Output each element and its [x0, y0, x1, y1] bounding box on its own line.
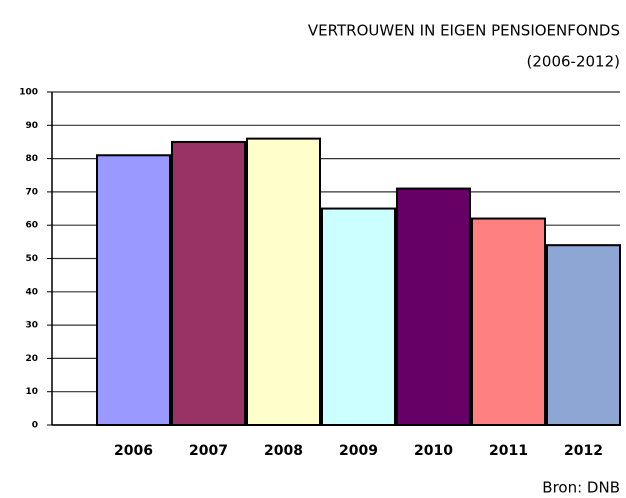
- y-tick-label: 20: [25, 354, 38, 364]
- y-tick-label: 10: [25, 387, 38, 397]
- y-tick-label: 30: [25, 321, 38, 331]
- bar: [171, 140, 246, 426]
- y-tick-label: 90: [25, 121, 38, 131]
- y-tick-label: 0: [32, 421, 38, 431]
- x-tick-label: 2011: [489, 443, 528, 459]
- x-tick-label: 2010: [414, 443, 453, 459]
- y-tick-label: 40: [25, 287, 38, 297]
- source-note: Bron: DNB: [542, 479, 620, 497]
- x-tick-label: 2006: [114, 443, 153, 459]
- x-tick-label: 2009: [339, 443, 378, 459]
- bar: [321, 207, 396, 426]
- y-tick-label: 80: [25, 154, 38, 164]
- chart-subtitle: (2006-2012): [527, 53, 620, 71]
- chart-title: VERTROUWEN IN EIGEN PENSIOENFONDS: [308, 22, 620, 40]
- bar: [546, 244, 621, 426]
- bar: [396, 187, 471, 426]
- bar: [96, 154, 171, 427]
- y-tick-label: 100: [19, 88, 38, 98]
- x-tick-label: 2007: [189, 443, 228, 459]
- y-tick-label: 60: [25, 221, 38, 231]
- x-tick-label: 2012: [564, 443, 603, 459]
- bar: [471, 217, 546, 426]
- bar: [246, 137, 321, 426]
- y-tick-label: 70: [25, 187, 38, 197]
- x-tick-label: 2008: [264, 443, 303, 459]
- y-tick-label: 50: [25, 254, 38, 264]
